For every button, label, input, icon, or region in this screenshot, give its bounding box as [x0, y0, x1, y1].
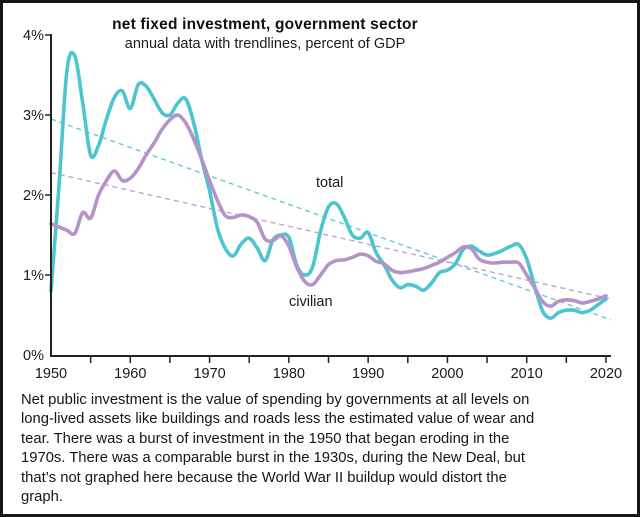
caption-line: 1970s. There was a comparable burst in t… [21, 450, 525, 467]
chart-area: 0% 1% 2% 3% 4% 1950 1960 1970 1980 1990 2000 2010 20… [3, 3, 637, 388]
x-tick-label: 1990 [352, 366, 384, 382]
civilian-trendline [50, 171, 611, 300]
y-tick-label: 3% [23, 108, 44, 124]
caption-text: Net public investment is the value of sp… [21, 391, 633, 507]
caption-line: tear. There was a burst of investment in… [21, 430, 510, 447]
series-label-total: total [316, 175, 344, 191]
x-tick-label: 1980 [273, 366, 305, 382]
y-tick-label: 1% [23, 268, 44, 284]
total-trendline [50, 118, 611, 321]
caption-line: graph. [21, 489, 63, 506]
chart-canvas: 0% 1% 2% 3% 4% 1950 1960 1970 1980 1990 2000 2010 20… [23, 28, 622, 382]
y-tick-label: 0% [23, 348, 44, 364]
x-tick-label: 1950 [35, 366, 67, 382]
x-tick-label: 1960 [114, 366, 146, 382]
x-tick-label: 2010 [511, 366, 543, 382]
caption-line: that’s not graphed here because the Worl… [21, 469, 507, 486]
total-line [49, 50, 608, 320]
x-tick-label: 2020 [590, 366, 622, 382]
chart-subtitle: annual data with trendlines, percent of … [124, 36, 406, 53]
caption-line: Net public investment is the value of sp… [21, 392, 530, 408]
y-tick-label: 4% [23, 28, 44, 44]
x-tick-label: 2000 [431, 366, 463, 382]
caption-line: long-lived assets like buildings and roa… [21, 411, 535, 428]
chart-title: net fixed investment, government sector [112, 16, 418, 33]
x-tick-label: 1970 [193, 366, 225, 382]
title-block: net fixed investment, government sector … [15, 15, 515, 54]
series-label-civilian: civilian [289, 294, 333, 310]
y-tick-label: 2% [23, 188, 44, 204]
civilian-line [49, 113, 608, 308]
